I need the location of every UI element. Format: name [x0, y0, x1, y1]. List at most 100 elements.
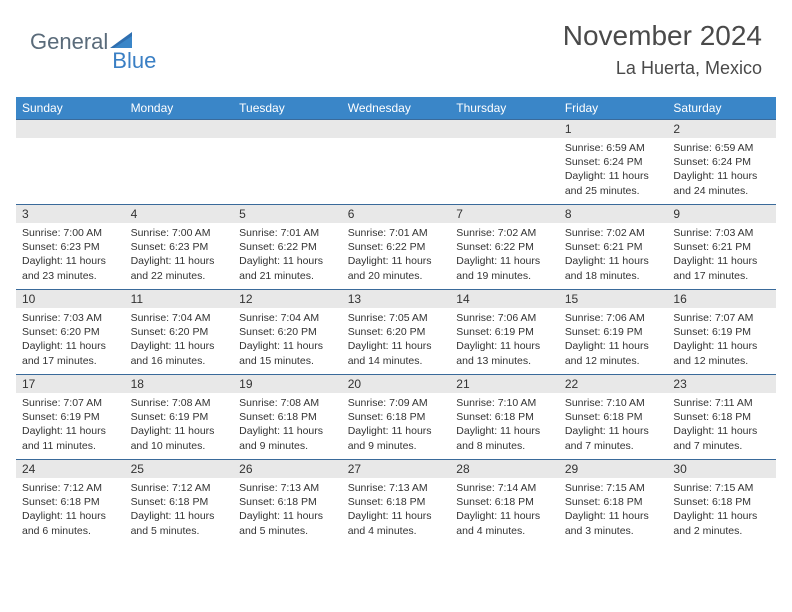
day-cell: 5Sunrise: 7:01 AMSunset: 6:22 PMDaylight… — [233, 204, 342, 289]
sunrise-line: Sunrise: 7:03 AM — [673, 226, 770, 240]
day-number: 3 — [16, 205, 125, 223]
sunset-line: Sunset: 6:18 PM — [22, 495, 119, 509]
sunrise-line: Sunrise: 6:59 AM — [673, 141, 770, 155]
empty-day-cell — [233, 119, 342, 204]
sunset-line: Sunset: 6:23 PM — [22, 240, 119, 254]
sunrise-line: Sunrise: 7:01 AM — [348, 226, 445, 240]
day-cell: 17Sunrise: 7:07 AMSunset: 6:19 PMDayligh… — [16, 374, 125, 459]
daylight-line: Daylight: 11 hours and 21 minutes. — [239, 254, 336, 282]
empty-day-cell — [125, 119, 234, 204]
brand-logo: General Blue — [30, 20, 158, 64]
weekday-header-cell: Friday — [559, 97, 668, 119]
sunset-line: Sunset: 6:18 PM — [673, 410, 770, 424]
sunrise-line: Sunrise: 7:14 AM — [456, 481, 553, 495]
weekday-header-cell: Monday — [125, 97, 234, 119]
day-content: Sunrise: 7:11 AMSunset: 6:18 PMDaylight:… — [667, 393, 776, 457]
day-number: 20 — [342, 375, 451, 393]
daylight-line: Daylight: 11 hours and 8 minutes. — [456, 424, 553, 452]
day-cell: 9Sunrise: 7:03 AMSunset: 6:21 PMDaylight… — [667, 204, 776, 289]
day-content: Sunrise: 6:59 AMSunset: 6:24 PMDaylight:… — [667, 138, 776, 202]
day-cell: 25Sunrise: 7:12 AMSunset: 6:18 PMDayligh… — [125, 459, 234, 544]
day-cell: 11Sunrise: 7:04 AMSunset: 6:20 PMDayligh… — [125, 289, 234, 374]
day-content: Sunrise: 7:05 AMSunset: 6:20 PMDaylight:… — [342, 308, 451, 372]
sunrise-line: Sunrise: 7:02 AM — [565, 226, 662, 240]
day-number: 16 — [667, 290, 776, 308]
day-number-bar — [233, 120, 342, 138]
daylight-line: Daylight: 11 hours and 19 minutes. — [456, 254, 553, 282]
sunrise-line: Sunrise: 7:03 AM — [22, 311, 119, 325]
day-cell: 21Sunrise: 7:10 AMSunset: 6:18 PMDayligh… — [450, 374, 559, 459]
day-content: Sunrise: 7:13 AMSunset: 6:18 PMDaylight:… — [342, 478, 451, 542]
sunrise-line: Sunrise: 7:04 AM — [131, 311, 228, 325]
sunrise-line: Sunrise: 7:08 AM — [131, 396, 228, 410]
sunset-line: Sunset: 6:22 PM — [348, 240, 445, 254]
sunrise-line: Sunrise: 7:13 AM — [348, 481, 445, 495]
daylight-line: Daylight: 11 hours and 11 minutes. — [22, 424, 119, 452]
sunrise-line: Sunrise: 7:15 AM — [565, 481, 662, 495]
daylight-line: Daylight: 11 hours and 12 minutes. — [673, 339, 770, 367]
day-content: Sunrise: 7:14 AMSunset: 6:18 PMDaylight:… — [450, 478, 559, 542]
day-cell: 10Sunrise: 7:03 AMSunset: 6:20 PMDayligh… — [16, 289, 125, 374]
sunset-line: Sunset: 6:18 PM — [348, 410, 445, 424]
day-content: Sunrise: 7:10 AMSunset: 6:18 PMDaylight:… — [450, 393, 559, 457]
daylight-line: Daylight: 11 hours and 4 minutes. — [348, 509, 445, 537]
daylight-line: Daylight: 11 hours and 15 minutes. — [239, 339, 336, 367]
daylight-line: Daylight: 11 hours and 5 minutes. — [239, 509, 336, 537]
day-cell: 8Sunrise: 7:02 AMSunset: 6:21 PMDaylight… — [559, 204, 668, 289]
daylight-line: Daylight: 11 hours and 2 minutes. — [673, 509, 770, 537]
sunrise-line: Sunrise: 7:01 AM — [239, 226, 336, 240]
day-number-bar — [450, 120, 559, 138]
day-number: 29 — [559, 460, 668, 478]
sunset-line: Sunset: 6:18 PM — [239, 495, 336, 509]
sunrise-line: Sunrise: 7:07 AM — [673, 311, 770, 325]
day-number: 1 — [559, 120, 668, 138]
day-number: 27 — [342, 460, 451, 478]
sunset-line: Sunset: 6:22 PM — [456, 240, 553, 254]
day-cell: 4Sunrise: 7:00 AMSunset: 6:23 PMDaylight… — [125, 204, 234, 289]
sunset-line: Sunset: 6:22 PM — [239, 240, 336, 254]
sunrise-line: Sunrise: 7:05 AM — [348, 311, 445, 325]
day-cell: 27Sunrise: 7:13 AMSunset: 6:18 PMDayligh… — [342, 459, 451, 544]
day-cell: 2Sunrise: 6:59 AMSunset: 6:24 PMDaylight… — [667, 119, 776, 204]
sunset-line: Sunset: 6:18 PM — [565, 495, 662, 509]
day-content: Sunrise: 7:01 AMSunset: 6:22 PMDaylight:… — [233, 223, 342, 287]
day-content: Sunrise: 7:04 AMSunset: 6:20 PMDaylight:… — [233, 308, 342, 372]
day-cell: 29 Sunrise: 7:15 AMSunset: 6:18 PMDayligh… — [559, 459, 668, 544]
day-cell: 12Sunrise: 7:04 AMSunset: 6:20 PMDayligh… — [233, 289, 342, 374]
day-cell: 26Sunrise: 7:13 AMSunset: 6:18 PMDayligh… — [233, 459, 342, 544]
sunset-line: Sunset: 6:19 PM — [131, 410, 228, 424]
sunset-line: Sunset: 6:20 PM — [131, 325, 228, 339]
daylight-line: Daylight: 11 hours and 3 minutes. — [565, 509, 662, 537]
day-number: 14 — [450, 290, 559, 308]
sunrise-line: Sunrise: 7:00 AM — [22, 226, 119, 240]
sunrise-line: Sunrise: 7:06 AM — [456, 311, 553, 325]
empty-day-cell — [16, 119, 125, 204]
day-cell: 16 Sunrise: 7:07 AMSunset: 6:19 PMDayligh… — [667, 289, 776, 374]
sunset-line: Sunset: 6:18 PM — [348, 495, 445, 509]
day-number: 24 — [16, 460, 125, 478]
day-content: Sunrise: 7:06 AMSunset: 6:19 PMDaylight:… — [450, 308, 559, 372]
daylight-line: Daylight: 11 hours and 17 minutes. — [673, 254, 770, 282]
sunset-line: Sunset: 6:18 PM — [456, 410, 553, 424]
day-cell: 19Sunrise: 7:08 AMSunset: 6:18 PMDayligh… — [233, 374, 342, 459]
day-content: Sunrise: 7:06 AMSunset: 6:19 PMDaylight:… — [559, 308, 668, 372]
sunset-line: Sunset: 6:19 PM — [673, 325, 770, 339]
day-content: Sunrise: 7:08 AMSunset: 6:19 PMDaylight:… — [125, 393, 234, 457]
day-content: Sunrise: 7:13 AMSunset: 6:18 PMDaylight:… — [233, 478, 342, 542]
day-number: 18 — [125, 375, 234, 393]
daylight-line: Daylight: 11 hours and 17 minutes. — [22, 339, 119, 367]
brand-text-blue: Blue — [112, 48, 156, 74]
sunrise-line: Sunrise: 7:12 AM — [22, 481, 119, 495]
day-content: Sunrise: 7:09 AMSunset: 6:18 PMDaylight:… — [342, 393, 451, 457]
day-number: 8 — [559, 205, 668, 223]
sunrise-line: Sunrise: 7:12 AM — [131, 481, 228, 495]
sunrise-line: Sunrise: 7:15 AM — [673, 481, 770, 495]
month-title: November 2024 — [563, 20, 762, 52]
sunset-line: Sunset: 6:18 PM — [131, 495, 228, 509]
day-cell: 23Sunrise: 7:11 AMSunset: 6:18 PMDayligh… — [667, 374, 776, 459]
day-number: 11 — [125, 290, 234, 308]
daylight-line: Daylight: 11 hours and 24 minutes. — [673, 169, 770, 197]
daylight-line: Daylight: 11 hours and 23 minutes. — [22, 254, 119, 282]
page-header: General Blue November 2024 La Huerta, Me… — [0, 0, 792, 89]
sunset-line: Sunset: 6:20 PM — [22, 325, 119, 339]
